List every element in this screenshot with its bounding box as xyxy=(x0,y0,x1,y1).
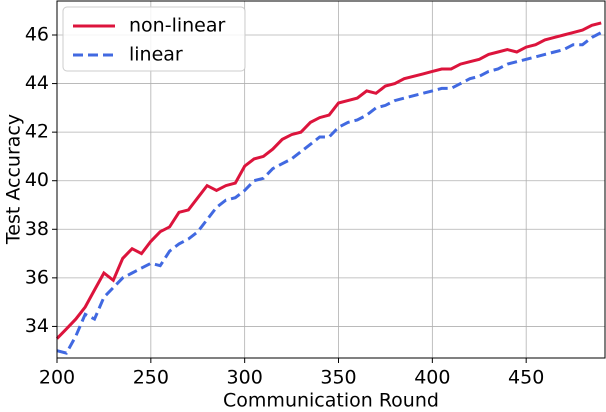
legend-label: linear xyxy=(129,44,183,66)
y-tick-label: 34 xyxy=(25,315,49,337)
y-tick-label: 40 xyxy=(25,169,49,191)
legend-label: non-linear xyxy=(129,15,225,37)
x-tick-label: 450 xyxy=(508,367,544,389)
data-line xyxy=(55,21,602,340)
plot-frame xyxy=(56,0,606,359)
y-tick-label: 44 xyxy=(25,72,49,94)
y-tick-label: 46 xyxy=(25,24,49,46)
x-tick-label: 400 xyxy=(414,367,450,389)
x-tick-label: 250 xyxy=(133,367,169,389)
x-tick-label: 350 xyxy=(320,367,356,389)
y-tick-label: 42 xyxy=(25,121,49,143)
y-tick-label: 36 xyxy=(25,266,49,288)
x-tick-label: 300 xyxy=(227,367,263,389)
x-tick-label: 200 xyxy=(39,367,75,389)
y-axis-label: Test Accuracy xyxy=(3,114,25,245)
x-axis-label: Communication Round xyxy=(223,390,439,412)
data-line xyxy=(56,31,602,355)
y-tick-label: 38 xyxy=(25,218,49,240)
